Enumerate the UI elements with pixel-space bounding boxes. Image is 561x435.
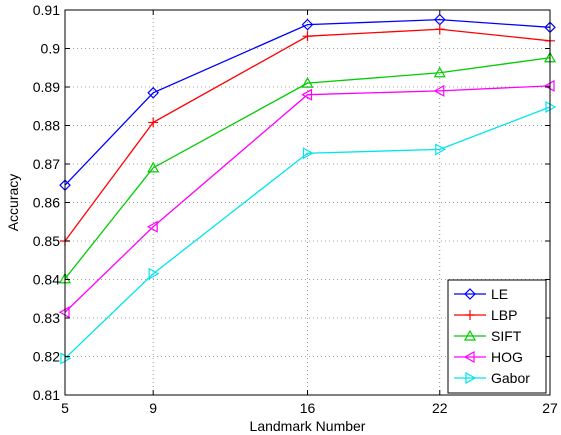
x-tick-label: 22 — [432, 400, 448, 416]
data-point-gabor — [302, 147, 314, 160]
series-line-sift — [64, 57, 551, 280]
legend-item-gabor: Gabor — [454, 370, 530, 386]
y-tick-label: 0.84 — [33, 272, 60, 288]
y-tick-label: 0.87 — [33, 156, 60, 172]
legend-item-le: LE — [454, 286, 508, 302]
legend-label-hog: HOG — [491, 349, 523, 365]
data-point-lbp — [148, 117, 159, 128]
y-tick-label: 0.86 — [33, 195, 60, 211]
x-tick-label: 27 — [542, 400, 558, 416]
data-point-sift — [433, 66, 446, 78]
series-line-gabor — [64, 106, 551, 359]
x-axis-label: Landmark Number — [250, 418, 366, 434]
data-point-sift — [147, 161, 160, 173]
data-point-hog — [301, 88, 313, 101]
y-tick-label: 0.82 — [33, 349, 60, 365]
legend-label-gabor: Gabor — [491, 370, 530, 386]
legend-marker-sift — [463, 329, 477, 341]
legend-label-sift: SIFT — [491, 328, 522, 344]
y-axis-label: Accuracy — [5, 174, 21, 232]
series-line-hog — [64, 85, 551, 313]
x-tick-label: 16 — [300, 400, 316, 416]
legend-marker-hog — [463, 350, 475, 364]
series-line-le — [64, 18, 551, 186]
legend-item-sift: SIFT — [454, 328, 522, 344]
legend-label-le: LE — [491, 286, 508, 302]
data-point-lbp — [302, 31, 313, 42]
data-point-hog — [146, 220, 158, 233]
axis-ticks: 5 9 16 22 27 0.81 0.82 0.83 0.84 0.85 0.86 0.87 0.88… — [33, 2, 558, 416]
data-point-hog — [433, 84, 445, 97]
x-tick-label: 9 — [149, 400, 157, 416]
legend-item-hog: HOG — [454, 349, 523, 365]
data-point-le — [147, 86, 160, 99]
y-tick-label: 0.89 — [33, 79, 60, 95]
legend: LE LBP SIFT HOG Gabor — [447, 279, 547, 394]
series-group — [58, 13, 557, 365]
legend-marker-le — [464, 288, 476, 300]
y-tick-label: 0.83 — [33, 310, 60, 326]
data-point-le — [301, 18, 314, 31]
data-point-lbp — [434, 24, 445, 35]
legend-marker-lbp — [465, 310, 475, 320]
data-point-gabor — [148, 267, 160, 280]
legend-item-lbp: LBP — [454, 307, 517, 323]
x-tick-label: 5 — [61, 400, 69, 416]
y-tick-label: 0.85 — [33, 233, 60, 249]
y-tick-label: 0.81 — [33, 387, 60, 403]
y-tick-label: 0.88 — [33, 118, 60, 134]
y-tick-label: 0.9 — [41, 41, 61, 57]
data-point-sift — [301, 76, 314, 88]
data-point-gabor — [435, 143, 447, 156]
y-tick-label: 0.91 — [33, 2, 60, 18]
legend-label-lbp: LBP — [491, 307, 517, 323]
legend-marker-gabor — [465, 371, 477, 385]
grid-lines — [65, 10, 550, 395]
